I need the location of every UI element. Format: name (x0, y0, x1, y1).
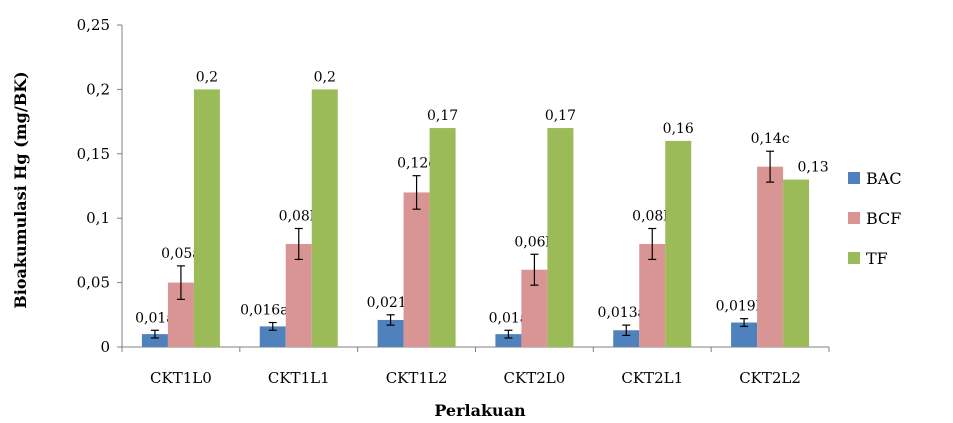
data-label-bcf: 0,08b (279, 209, 319, 225)
legend-label-tf: TF (866, 249, 888, 268)
bar-bcf (639, 243, 666, 347)
x-tick-label: CKT2L2 (739, 369, 801, 387)
x-tick-label: CKT1L0 (150, 369, 212, 387)
data-label-tf: 0,2 (196, 69, 218, 85)
legend: BAC BCF TF (848, 169, 902, 268)
x-tick-label: CKT1L1 (268, 369, 330, 387)
data-label-bac: 0,01a (489, 310, 529, 326)
data-label-bcf: 0,12c (397, 156, 436, 172)
data-label-tf: 0,2 (314, 69, 336, 85)
bar-bac (495, 334, 522, 347)
x-tick-label: CKT2L0 (504, 369, 566, 387)
bar-bac (141, 334, 168, 347)
bar-bcf (403, 192, 430, 347)
y-tick-label: 0,25 (77, 16, 110, 34)
y-tick-label: 0,2 (86, 80, 110, 98)
bar-tf (429, 128, 456, 347)
y-tick-label: 0,15 (77, 145, 110, 163)
data-label-bac: 0,01a (135, 310, 175, 326)
y-tick-label: 0 (100, 338, 110, 356)
x-axis-title: Perlakuan (434, 401, 526, 420)
bar-tf (665, 140, 692, 347)
bar-bac (259, 326, 286, 347)
y-axis-title: Bioakumulasi Hg (mg/BK) (11, 71, 30, 308)
y-tick-label: 0,05 (77, 274, 110, 292)
data-label-bcf: 0,06b (514, 234, 554, 250)
legend-swatch-tf (848, 252, 860, 264)
bar-bcf (757, 166, 784, 347)
bar-bac (613, 330, 640, 347)
legend-label-bcf: BCF (866, 209, 901, 228)
data-label-bcf: 0,08b (632, 209, 672, 225)
bar-tf (783, 179, 810, 347)
data-label-bcf: 0,05a (161, 246, 201, 262)
data-label-bcf: 0,14c (751, 131, 790, 147)
data-label-tf: 0,13 (797, 160, 828, 176)
data-label-tf: 0,16 (663, 121, 694, 137)
bar-tf (547, 128, 574, 347)
x-tick-label: CKT1L2 (386, 369, 448, 387)
data-label-tf: 0,17 (545, 108, 576, 124)
legend-swatch-bcf (848, 212, 860, 224)
x-tick-label: CKT2L1 (621, 369, 683, 387)
bar-bcf (285, 243, 312, 347)
legend-label-bac: BAC (866, 169, 902, 188)
bar-tf (311, 89, 338, 348)
data-label-tf: 0,17 (427, 108, 458, 124)
plot-area: 0 0,05 0,1 0,15 0,2 0,25 CKT1L0 CKT1L1 CKT1L2 CKT… (77, 16, 830, 387)
legend-swatch-bac (848, 172, 860, 184)
data-label-bac: 0,021c (367, 295, 415, 311)
y-tick-label: 0,1 (86, 209, 110, 227)
bar-tf (193, 89, 220, 348)
